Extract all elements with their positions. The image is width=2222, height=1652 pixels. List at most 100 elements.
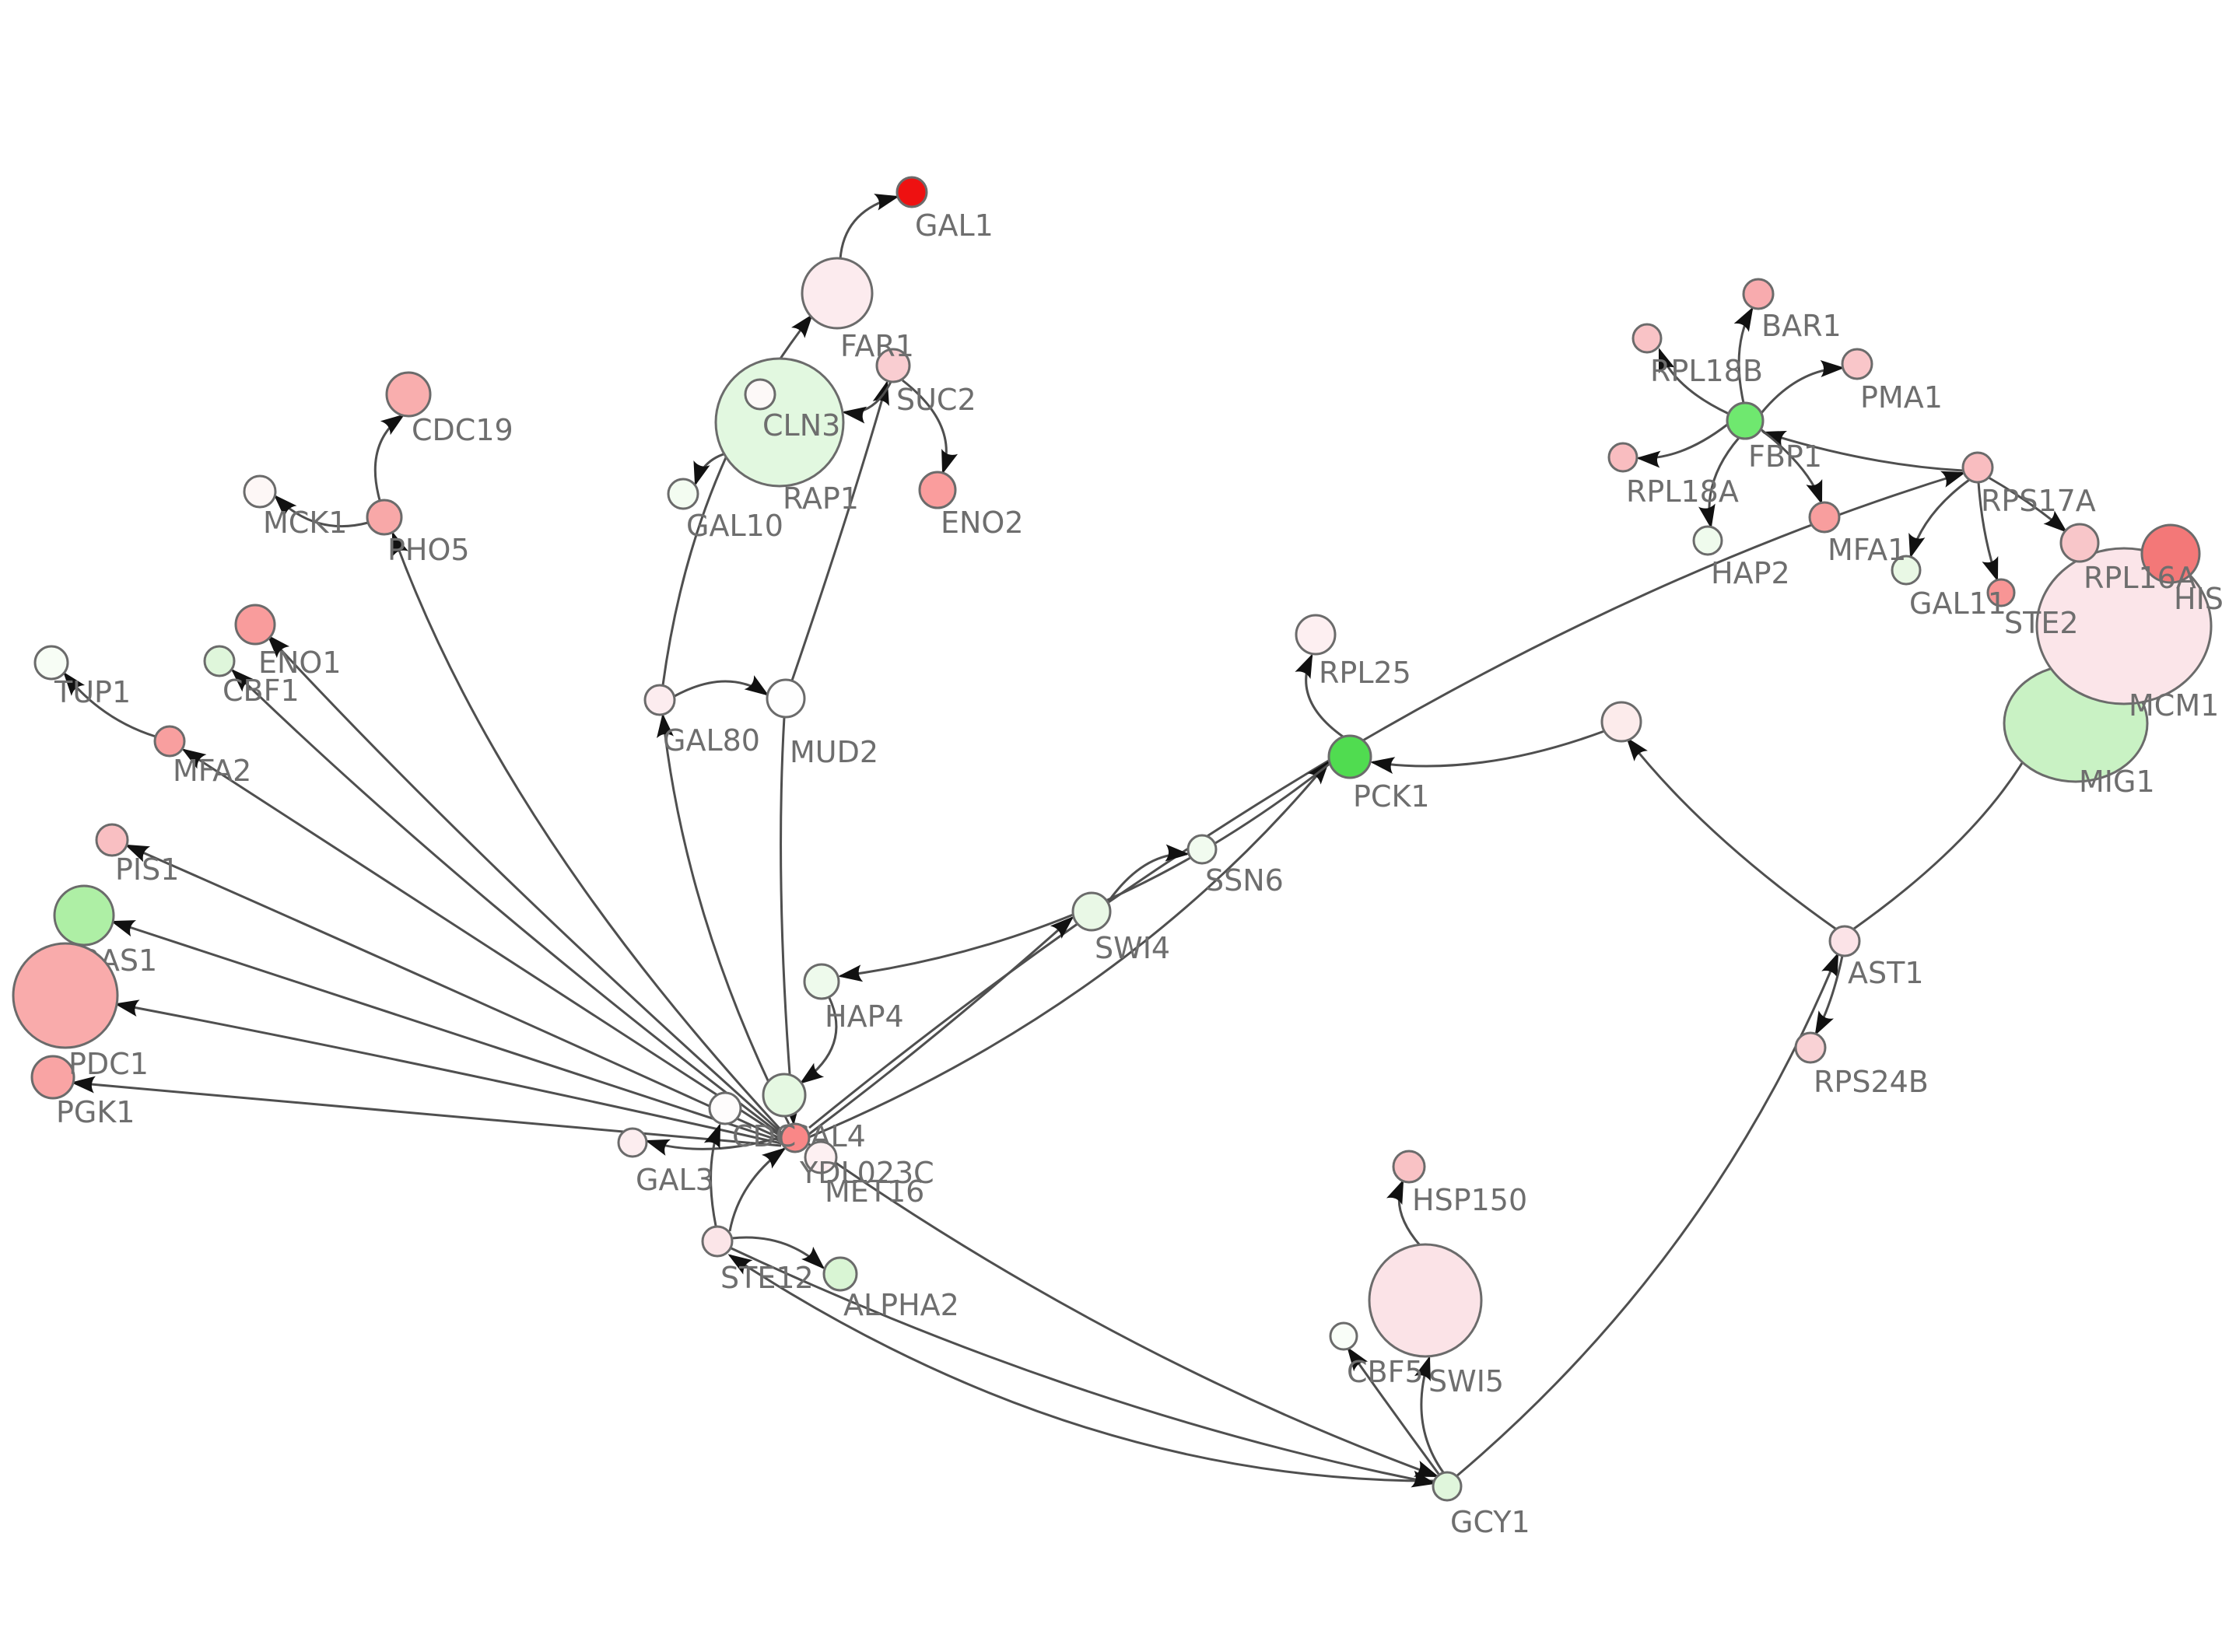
edge-ydl023c-pho5[interactable] [391, 531, 783, 1132]
node-ydl023c[interactable] [780, 1122, 811, 1153]
edge-hap4-gal4[interactable] [799, 997, 838, 1084]
node-pis1[interactable] [95, 823, 129, 857]
node-bar1[interactable] [1742, 278, 1775, 310]
edge-ydl023c-swi4[interactable] [808, 916, 1074, 1136]
edge-gcy1-cbf5[interactable] [1347, 1346, 1440, 1475]
node-pma1[interactable] [1841, 348, 1873, 380]
node-gal11[interactable] [1891, 555, 1922, 586]
node-pho5[interactable] [366, 499, 403, 536]
node-gal4[interactable] [762, 1073, 807, 1118]
node-rpl25[interactable] [1295, 614, 1337, 656]
node-met16[interactable] [804, 1140, 838, 1174]
edge-fbp1-rpl18b[interactable] [1658, 348, 1730, 415]
node-rpl18a[interactable] [1607, 442, 1638, 473]
edge-gal80-mud2[interactable] [674, 675, 769, 698]
node-mcm1[interactable] [2035, 547, 2213, 705]
node-swi5[interactable] [1368, 1243, 1483, 1358]
node-rpl18b[interactable] [1631, 323, 1663, 354]
node-gcy1[interactable] [1432, 1471, 1463, 1502]
node-cbf1[interactable] [203, 645, 236, 677]
node-rpl16a[interactable] [2059, 523, 2100, 563]
node-rps24b[interactable] [1794, 1031, 1827, 1064]
edge-ydl023c-pdc1[interactable] [114, 999, 782, 1145]
edge-ydl023c-pis1[interactable] [124, 844, 782, 1140]
edge-swi4-ssn6[interactable] [1106, 844, 1190, 903]
node-ras1[interactable] [53, 884, 115, 947]
edge-ydl023c-gal3[interactable] [645, 1136, 782, 1156]
node-swi4[interactable] [1071, 891, 1112, 932]
node-unlabeled[interactable] [1600, 701, 1642, 743]
edge-ast1-rps24b[interactable] [1814, 955, 1844, 1036]
node-mfa1[interactable] [1808, 501, 1841, 534]
edge-ydl023c-gal80[interactable] [657, 713, 790, 1125]
edge-ydl023c-pck1[interactable] [808, 760, 1330, 1139]
edge-gcy1-swi5[interactable] [1414, 1356, 1445, 1473]
node-far1[interactable] [801, 257, 874, 330]
edge-rps17a-fbp1[interactable] [1761, 430, 1964, 472]
edge-swi5-hsp150[interactable] [1386, 1179, 1421, 1246]
node-hap2[interactable] [1692, 525, 1723, 556]
node-rps17a[interactable] [1961, 451, 1994, 484]
node-cdc19[interactable] [385, 371, 432, 418]
edge-unlabeled-pck1[interactable] [1370, 730, 1605, 774]
edge-suc2-eno2[interactable] [902, 379, 959, 474]
edge-ste12-alpha2[interactable] [731, 1236, 825, 1270]
edge-rps17a-rpl16a[interactable] [1988, 476, 2068, 533]
edge-pho5-cdc19[interactable] [373, 414, 405, 501]
edge-fbp1-hap2[interactable] [1698, 437, 1740, 529]
edge-ydl023c-eno1[interactable] [266, 634, 782, 1134]
node-mck1[interactable] [243, 474, 277, 509]
edge-ydl023c-mfa2[interactable] [181, 748, 782, 1138]
edge-ste12-cdc[interactable] [703, 1123, 721, 1227]
edge-ste12-ydl023c[interactable] [728, 1147, 787, 1232]
edge-far1-gal1[interactable] [839, 194, 899, 260]
node-eno1[interactable] [234, 604, 276, 646]
edge-mud2-ydl023c[interactable] [780, 716, 801, 1125]
node-tup1[interactable] [33, 645, 69, 681]
node-ssn6[interactable] [1186, 834, 1218, 865]
node-gal10[interactable] [667, 478, 699, 510]
edge-pck1-rpl25[interactable] [1295, 653, 1344, 738]
node-mud2[interactable] [766, 678, 806, 719]
edge-fbp1-bar1[interactable] [1733, 306, 1754, 404]
node-pck1[interactable] [1327, 734, 1372, 779]
edge-mud2-suc2[interactable] [790, 380, 889, 681]
node-ste2[interactable] [1986, 578, 2016, 607]
edge-fbp1-rpl18a[interactable] [1636, 423, 1728, 468]
edge-fbp1-mfa1[interactable] [1759, 427, 1823, 505]
node-cdc[interactable] [708, 1091, 742, 1125]
node-his4[interactable] [2140, 523, 2201, 584]
edge-pho5-mck1[interactable] [273, 494, 369, 528]
edge-mfa2-tup1[interactable] [63, 671, 156, 738]
edge-ydl023c-ras1[interactable] [110, 920, 782, 1143]
node-suc2[interactable] [875, 348, 911, 383]
node-ast1[interactable] [1828, 925, 1861, 957]
edge-rps17a-gal11[interactable] [1908, 478, 1970, 558]
edge-ydl023c-cbf1[interactable] [230, 668, 782, 1136]
node-cbf5[interactable] [1329, 1321, 1358, 1351]
edge-rps17a-ste2[interactable] [1977, 481, 1999, 582]
edge-fbp1-pma1[interactable] [1760, 359, 1845, 414]
node-gal1[interactable] [895, 176, 928, 208]
node-hsp150[interactable] [1392, 1150, 1426, 1184]
node-ste12[interactable] [701, 1225, 734, 1258]
edge-gcy1-ste12[interactable] [727, 1254, 1435, 1482]
node-eno2[interactable] [918, 471, 957, 509]
node-alpha2[interactable] [822, 1256, 858, 1292]
node-gal3[interactable] [617, 1127, 648, 1158]
node-hap4[interactable] [803, 963, 840, 1000]
node-mfa2[interactable] [153, 725, 186, 758]
edge-ste12-gcy1[interactable] [731, 1247, 1436, 1488]
node-gal80[interactable] [643, 684, 676, 716]
edge-ydl023c-rps17a[interactable] [808, 471, 1966, 1129]
edge-ydl023c-pgk1[interactable] [71, 1076, 782, 1147]
node-pgk1[interactable] [30, 1055, 75, 1100]
node-pdc1[interactable] [12, 942, 119, 1049]
node-fbp1[interactable] [1726, 401, 1765, 440]
edge-ydl023c-gcy1[interactable] [807, 1142, 1439, 1478]
edge-suc2-rap1[interactable] [842, 381, 892, 424]
edge-ast1-unlabeled[interactable] [1626, 737, 1838, 932]
node-cln3[interactable] [744, 378, 776, 411]
